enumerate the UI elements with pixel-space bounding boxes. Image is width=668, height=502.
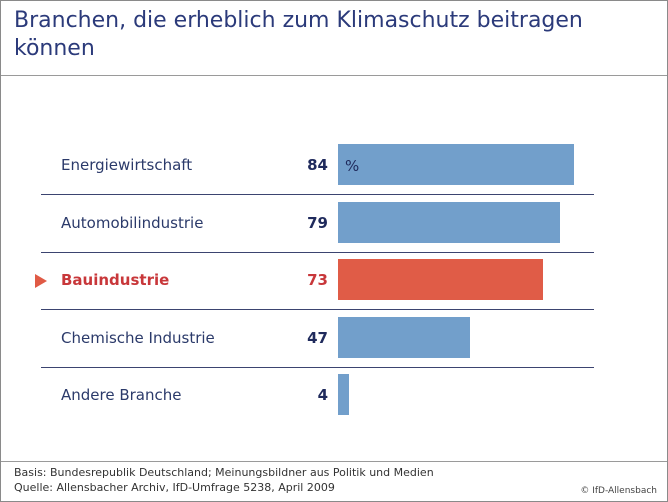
value-label: 79 [307, 213, 328, 232]
bar [338, 201, 560, 243]
row-separator [41, 366, 594, 368]
row-separator [41, 194, 594, 195]
value-label: 47 [307, 328, 328, 347]
copyright: © IfD-Allensbach [580, 486, 657, 496]
chart-title: Branchen, die erheblich zum Klimaschutz … [14, 7, 667, 63]
footer-divider [1, 461, 667, 462]
title-divider [1, 75, 667, 76]
triangle-right-icon [35, 274, 47, 288]
footer-basis: Basis: Bundesrepublik Deutschland; Meinu… [14, 466, 434, 479]
unit-label: % [345, 157, 360, 175]
category-label: Chemische Industrie [61, 328, 215, 347]
category-label: Energiewirtschaft [61, 156, 193, 174]
bar [338, 259, 544, 300]
row-separator [41, 309, 594, 310]
value-label: 84 [307, 156, 328, 174]
category-label: Bauindustrie [61, 271, 170, 289]
footer-source: Quelle: Allensbacher Archiv, IfD-Umfrage… [14, 481, 335, 494]
value-label: 4 [317, 386, 328, 404]
bar [338, 374, 350, 415]
bar [338, 316, 471, 358]
chart-title-text: Branchen, die erheblich zum Klimaschutz … [14, 8, 583, 61]
value-label: 73 [307, 271, 328, 289]
category-label: Automobilindustrie [61, 213, 204, 232]
bar [338, 144, 574, 185]
row-separator [41, 251, 594, 253]
category-label: Andere Branche [61, 386, 182, 404]
